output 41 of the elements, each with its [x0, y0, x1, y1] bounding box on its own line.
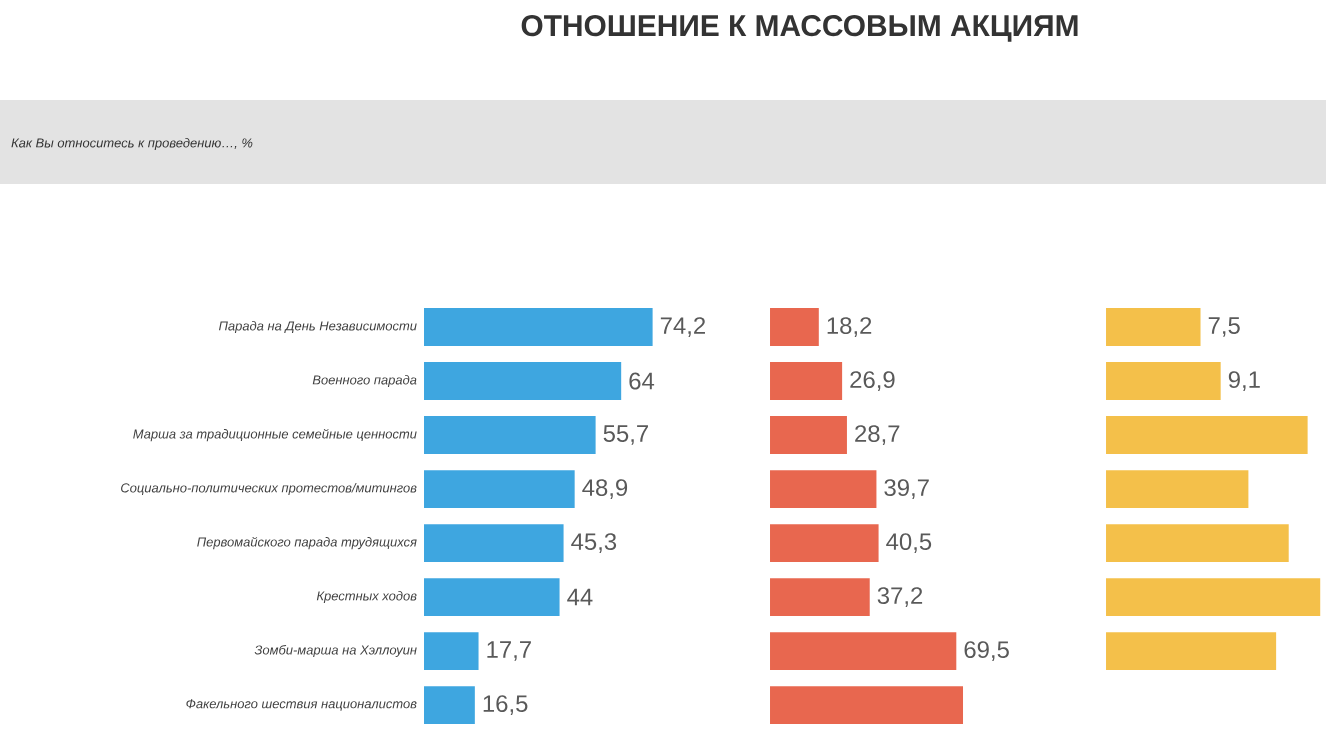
bar — [424, 524, 564, 562]
bar — [770, 578, 870, 616]
bar — [1106, 362, 1221, 400]
bar — [424, 308, 653, 346]
bar — [424, 686, 475, 724]
data-label: 40,5 — [886, 533, 932, 553]
bar — [424, 578, 560, 616]
bar — [770, 686, 964, 724]
text: ОТНОШЕНИЕ К МАССОВЫМ АКЦИЯМ — [521, 15, 1078, 42]
bar — [1106, 578, 1321, 616]
bar — [770, 470, 877, 508]
data-label: 16,5 — [483, 695, 528, 715]
bar — [1106, 416, 1308, 454]
data-label: 18,2 — [827, 317, 872, 337]
bar — [1106, 470, 1249, 508]
data-label: 39,7 — [884, 479, 929, 499]
data-label: 26,9 — [850, 371, 895, 391]
bar — [424, 470, 575, 508]
bar — [1106, 308, 1201, 346]
data-label: 7,5 — [1208, 317, 1240, 337]
bar — [770, 632, 957, 670]
bar — [424, 416, 596, 454]
bar — [1106, 524, 1289, 562]
data-label: 28,7 — [855, 425, 900, 445]
bar — [770, 308, 819, 346]
data-label: 17,7 — [487, 641, 531, 661]
bar — [770, 524, 879, 562]
data-label: 55,7 — [603, 425, 648, 445]
data-label: 9,1 — [1228, 371, 1260, 391]
data-label: 44 — [567, 588, 593, 606]
data-label: 37,2 — [877, 587, 923, 607]
data-label: 74,2 — [660, 317, 705, 337]
bar — [424, 632, 479, 670]
data-label: 45,3 — [571, 533, 617, 553]
bar — [1106, 632, 1277, 670]
bar — [770, 362, 843, 400]
data-label: 48,9 — [582, 479, 628, 499]
bar — [424, 362, 622, 400]
bar — [770, 416, 847, 454]
data-label: 64 — [629, 372, 655, 390]
data-label: 69,5 — [964, 641, 1009, 661]
